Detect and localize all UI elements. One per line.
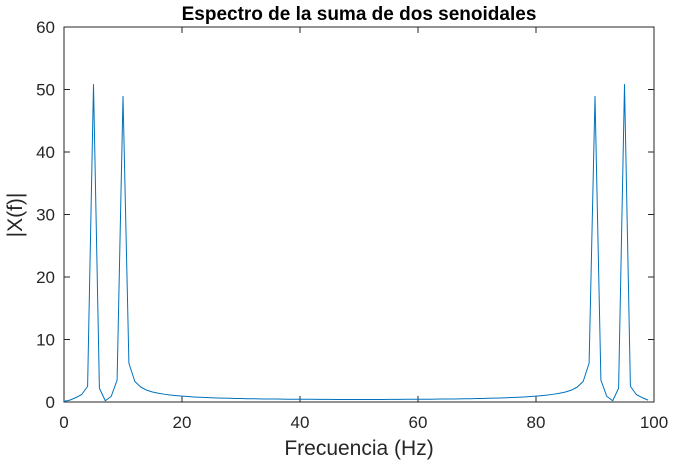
y-tick-label: 30 [36,206,55,225]
chart-title: Espectro de la suma de dos senoidales [182,4,537,25]
x-tick-label: 100 [640,413,668,432]
plot-area [63,84,649,402]
x-tick-label: 0 [59,413,68,432]
spectrum-line [63,84,649,402]
y-tick-label: 60 [36,18,55,37]
y-tick-label: 20 [36,268,55,287]
x-axis-title: Frecuencia (Hz) [284,437,433,460]
y-tick-label: 10 [36,331,55,350]
axes: 0 20 40 60 80 100 0 10 20 30 40 50 60 [36,18,668,432]
x-tick-label: 40 [291,413,310,432]
y-tick-label: 0 [46,393,55,412]
x-tick-label: 60 [409,413,428,432]
y-axis-title: |X(f)| [4,193,27,238]
y-tick-label: 50 [36,81,55,100]
x-tick-label: 20 [173,413,192,432]
y-tick-label: 40 [36,143,55,162]
x-tick-label: 80 [527,413,546,432]
axes-box [63,26,655,403]
